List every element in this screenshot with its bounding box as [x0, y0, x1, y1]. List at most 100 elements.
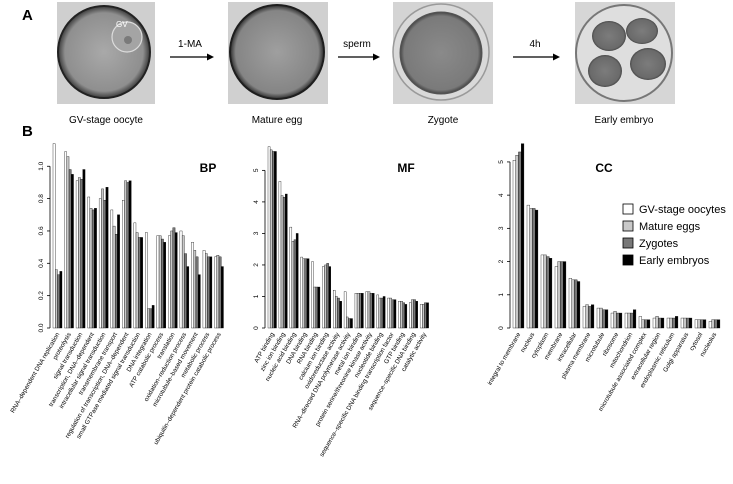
- arrow-2: sperm: [338, 39, 380, 61]
- legend: GV-stage oocytes Mature eggs Zygotes Ear…: [622, 203, 726, 267]
- bar-0-4-2: [103, 200, 107, 329]
- bar-1-11-0: [387, 297, 390, 329]
- bar-1-14-3: [426, 302, 429, 329]
- bar-2-8-0: [624, 312, 628, 329]
- bar-2-0-3: [521, 143, 525, 329]
- bar-2-5-0: [582, 306, 586, 329]
- bar-2-2-3: [549, 258, 553, 329]
- bar-0-11-1: [181, 235, 185, 329]
- bar-1-0-3: [274, 151, 277, 329]
- bar-2-7-3: [619, 312, 623, 329]
- bar-0-4-3: [105, 187, 109, 329]
- bar-1-4-2: [315, 286, 318, 329]
- bar-2-12-3: [689, 317, 693, 329]
- bar-0-7-2: [138, 237, 141, 329]
- bar-2-11-2: [672, 317, 676, 329]
- bar-2-14-1: [711, 319, 715, 329]
- bar-1-7-0: [343, 291, 347, 329]
- bar-0-2-0: [75, 180, 79, 329]
- bar-1-3-1: [302, 258, 306, 329]
- bar-1-13-3: [415, 301, 418, 329]
- bar-0-10-1: [170, 230, 174, 329]
- bar-1-7-1: [346, 316, 349, 329]
- bar-2-10-3: [661, 317, 665, 329]
- bar-0-9-0: [156, 235, 160, 329]
- bar-1-10-2: [380, 297, 384, 329]
- panel-a-label: A: [22, 7, 33, 24]
- bar-0-12-2: [195, 256, 199, 329]
- bar-1-1-0: [278, 181, 282, 329]
- bar-0-3-3: [94, 208, 97, 329]
- bar-2-5-2: [588, 306, 592, 329]
- bar-2-13-1: [697, 319, 701, 329]
- bar-1-13-0: [409, 302, 412, 329]
- arrow-label-1ma: 1-MA: [178, 39, 202, 50]
- bar-1-14-2: [424, 302, 427, 329]
- bar-0-13-3: [209, 256, 213, 329]
- bar-0-12-0: [191, 242, 194, 329]
- bar-1-2-3: [295, 233, 299, 329]
- bar-0-5-2: [114, 234, 118, 329]
- legend-label-gv: GV-stage oocytes: [639, 204, 726, 216]
- bar-2-13-2: [700, 319, 704, 329]
- bar-1-1-2: [282, 196, 286, 329]
- bar-2-11-0: [666, 317, 670, 329]
- bar-2-14-2: [714, 319, 718, 329]
- bar-1-0-0: [267, 146, 271, 329]
- bar-1-3-2: [304, 258, 308, 329]
- legend-swatch-embryos: [622, 254, 634, 266]
- bar-1-13-1: [411, 299, 414, 329]
- bar-0-13-0: [202, 250, 206, 329]
- bar-2-6-1: [599, 307, 603, 329]
- bar-1-5-1: [324, 264, 327, 329]
- bar-1-2-1: [291, 241, 295, 329]
- gv-label: GV: [116, 20, 128, 29]
- bar-0-6-3: [128, 180, 132, 329]
- bar-2-9-0: [638, 316, 642, 329]
- bar-0-1-0: [64, 151, 67, 329]
- bar-2-6-0: [596, 307, 600, 329]
- bar-2-2-1: [543, 254, 547, 329]
- bar-1-7-3: [350, 318, 353, 329]
- bar-1-2-2: [293, 239, 297, 329]
- bar-2-6-3: [605, 309, 609, 329]
- bar-0-8-1: [147, 308, 150, 329]
- bar-1-11-1: [389, 297, 392, 329]
- bar-1-14-0: [419, 304, 423, 329]
- bar-2-4-1: [571, 279, 575, 329]
- bar-2-4-0: [568, 278, 572, 329]
- bar-0-0-3: [59, 271, 63, 329]
- bar-2-0-2: [518, 151, 522, 329]
- y-tick-label-2-1: 1: [498, 293, 505, 297]
- bar-1-11-2: [391, 299, 395, 329]
- bar-0-7-0: [133, 222, 137, 329]
- y-tick-label-0-5: 1.0: [38, 161, 45, 170]
- bar-1-9-1: [367, 291, 371, 329]
- bar-2-3-1: [557, 261, 561, 329]
- bar-2-3-3: [563, 261, 567, 329]
- bar-2-1-2: [532, 208, 536, 329]
- bar-0-6-1: [124, 180, 127, 329]
- zygote-image: [392, 2, 493, 104]
- bar-1-4-1: [313, 286, 316, 329]
- bar-1-9-3: [371, 293, 375, 329]
- bar-2-4-2: [574, 279, 578, 329]
- bar-0-10-2: [172, 227, 176, 329]
- bar-0-7-3: [140, 237, 143, 329]
- bar-2-5-1: [585, 304, 589, 329]
- bar-1-8-0: [354, 293, 358, 329]
- bar-1-1-3: [285, 193, 288, 329]
- y-tick-label-1-5: 5: [253, 168, 260, 172]
- bar-0-12-3: [197, 274, 201, 329]
- bar-2-7-1: [613, 311, 617, 329]
- bar-0-11-0: [179, 230, 183, 329]
- arrow-label-4h: 4h: [529, 39, 540, 50]
- bar-0-0-2: [57, 274, 60, 329]
- y-tick-label-1-4: 4: [253, 200, 260, 204]
- y-tick-label-2-5: 5: [498, 160, 505, 164]
- bar-2-5-3: [591, 304, 595, 329]
- bar-2-2-2: [546, 256, 550, 329]
